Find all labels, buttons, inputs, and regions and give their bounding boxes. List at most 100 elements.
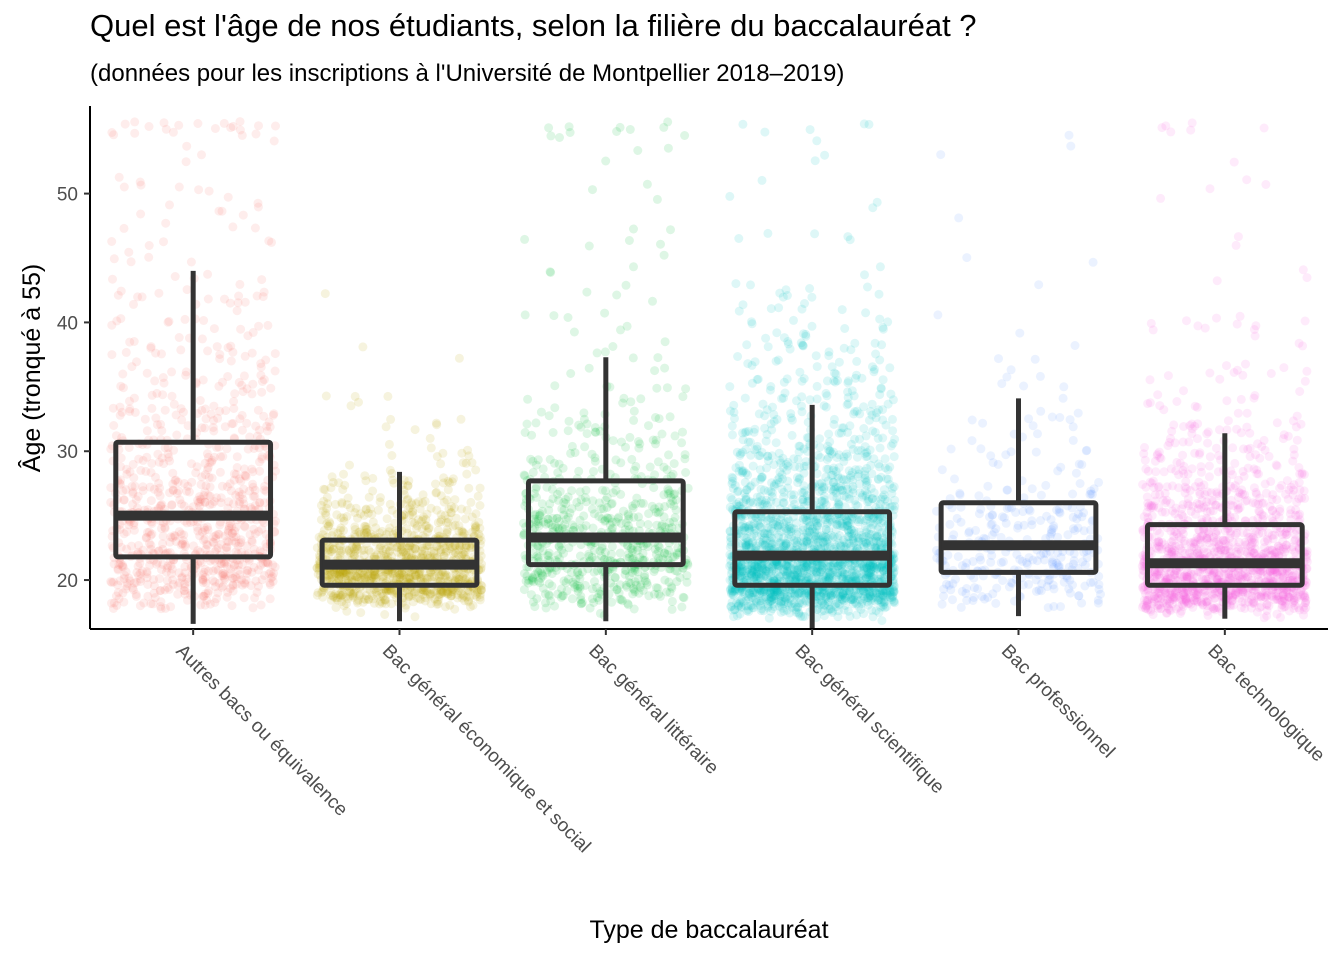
jitter-point xyxy=(130,481,140,491)
jitter-point xyxy=(812,136,822,146)
jitter-point xyxy=(812,381,822,391)
jitter-point xyxy=(470,590,480,600)
jitter-point xyxy=(120,119,130,129)
jitter-point xyxy=(436,545,446,555)
jitter-point xyxy=(242,569,252,578)
jitter-point xyxy=(678,592,688,602)
jitter-point xyxy=(261,557,271,567)
jitter-point xyxy=(843,484,852,494)
jitter-point xyxy=(442,495,452,505)
jitter-point xyxy=(232,306,242,316)
jitter-point xyxy=(381,567,391,577)
jitter-point xyxy=(795,572,805,582)
jitter-point xyxy=(321,391,331,401)
jitter-point xyxy=(430,594,440,604)
jitter-point xyxy=(158,539,168,549)
jitter-point xyxy=(209,426,219,436)
jitter-point xyxy=(466,543,476,553)
jitter-point xyxy=(326,590,336,600)
jitter-point xyxy=(393,547,403,557)
jitter-point xyxy=(404,476,414,486)
jitter-point xyxy=(136,180,146,190)
jitter-point xyxy=(147,459,157,468)
jitter-point xyxy=(588,523,598,533)
jitter-point xyxy=(448,542,458,552)
jitter-point xyxy=(465,592,475,602)
jitter-point xyxy=(861,308,871,318)
jitter-point xyxy=(440,567,450,577)
jitter-point xyxy=(164,316,174,326)
jitter-point xyxy=(156,586,165,596)
jitter-point xyxy=(408,507,417,517)
jitter-point xyxy=(125,467,135,477)
jitter-point xyxy=(458,590,468,600)
jitter-point xyxy=(431,418,441,428)
jitter-point xyxy=(160,585,170,595)
jitter-point xyxy=(379,595,389,604)
jitter-point xyxy=(147,390,157,400)
jitter-point xyxy=(324,570,334,580)
jitter-point xyxy=(440,571,450,581)
jitter-point xyxy=(429,546,439,556)
jitter-point xyxy=(404,567,414,577)
jitter-point xyxy=(829,419,839,429)
jitter-point xyxy=(378,546,388,556)
jitter-point xyxy=(381,422,391,432)
jitter-point xyxy=(322,519,332,529)
jitter-point xyxy=(350,571,360,581)
jitter-point xyxy=(447,508,456,518)
jitter-point xyxy=(269,409,279,419)
jitter-point xyxy=(154,546,163,556)
jitter-point xyxy=(216,558,226,568)
jitter-point xyxy=(652,383,662,393)
jitter-point xyxy=(165,488,175,498)
jitter-point xyxy=(200,470,210,480)
jitter-point xyxy=(255,466,265,476)
jitter-point xyxy=(558,463,568,473)
jitter-point xyxy=(233,560,243,570)
jitter-point xyxy=(148,599,158,609)
jitter-point xyxy=(462,469,472,479)
jitter-point xyxy=(230,526,240,536)
jitter-point xyxy=(219,559,229,569)
jitter-point xyxy=(128,459,138,469)
jitter-point xyxy=(404,543,414,553)
jitter-point xyxy=(852,356,862,366)
jitter-point xyxy=(178,539,188,549)
jitter-point xyxy=(154,546,164,556)
jitter-point xyxy=(875,262,885,272)
jitter-point xyxy=(446,587,456,597)
jitter-point xyxy=(166,561,176,570)
jitter-point xyxy=(869,367,879,377)
jitter-point xyxy=(405,572,415,582)
jitter-point xyxy=(450,547,460,557)
jitter-point xyxy=(680,454,690,464)
jitter-point xyxy=(417,569,427,579)
jitter-point xyxy=(141,466,151,476)
jitter-point xyxy=(420,521,430,531)
jitter-point xyxy=(978,418,988,428)
jitter-point xyxy=(368,594,378,604)
jitter-point xyxy=(133,292,143,302)
jitter-point xyxy=(235,497,245,507)
jitter-point xyxy=(180,314,190,324)
jitter-point xyxy=(134,454,144,464)
jitter-point xyxy=(767,451,777,461)
jitter-point xyxy=(232,463,242,472)
jitter-point xyxy=(564,122,574,132)
jitter-point xyxy=(132,357,141,367)
jitter-point xyxy=(220,422,230,432)
jitter-point xyxy=(168,579,178,589)
jitter-point xyxy=(209,497,219,506)
jitter-point xyxy=(225,518,235,528)
jitter-point xyxy=(877,616,887,626)
jitter-point xyxy=(220,294,229,304)
jitter-point xyxy=(258,547,267,557)
jitter-point xyxy=(755,465,765,475)
jitter-point xyxy=(839,343,849,353)
jitter-point xyxy=(633,574,643,584)
jitter-point xyxy=(581,497,591,507)
jitter-point xyxy=(237,410,247,420)
jitter-point xyxy=(157,523,166,533)
jitter-point xyxy=(163,317,173,327)
